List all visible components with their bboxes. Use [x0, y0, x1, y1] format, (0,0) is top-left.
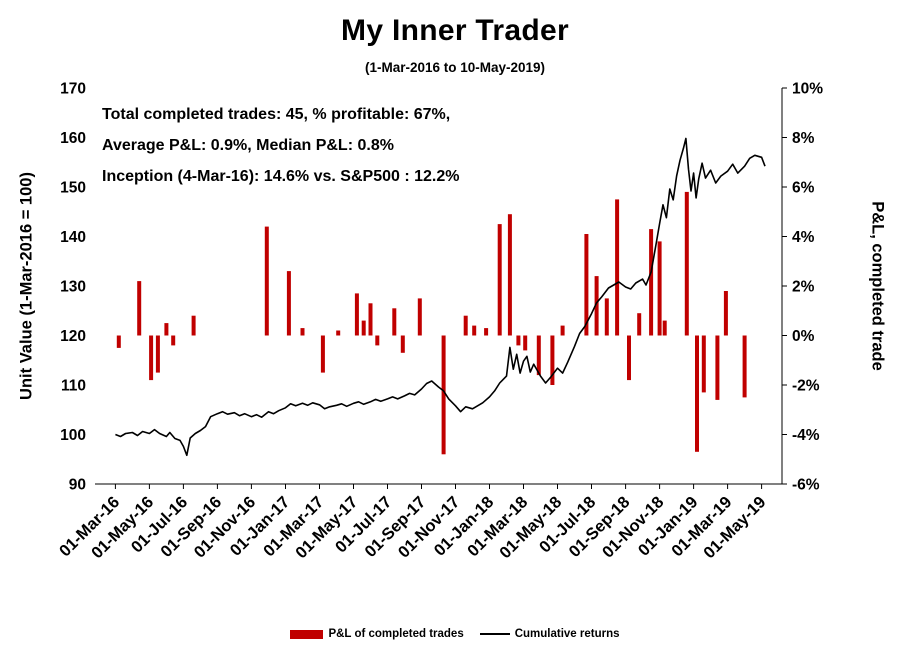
pnl-bar: [149, 335, 154, 381]
pnl-bar-swatch-icon: [290, 629, 324, 639]
right-tick-label: 8%: [792, 130, 815, 147]
pnl-bar: [137, 281, 142, 336]
pnl-bar: [497, 224, 502, 336]
legend-item-pnl: P&L of completed trades: [290, 628, 464, 640]
pnl-bar: [171, 335, 176, 346]
right-tick-label: 4%: [792, 229, 815, 246]
pnl-bar: [463, 315, 468, 336]
pnl-bar: [320, 335, 325, 373]
pnl-bar: [584, 234, 589, 336]
left-tick-label: 150: [60, 180, 86, 197]
pnl-bar: [300, 328, 305, 336]
left-tick-label: 90: [69, 477, 86, 494]
left-tick-label: 100: [60, 427, 86, 444]
pnl-bar: [742, 335, 747, 398]
pnl-bar: [701, 335, 706, 393]
left-tick-label: 120: [60, 328, 86, 345]
pnl-bar: [191, 315, 196, 336]
pnl-bar: [627, 335, 631, 381]
left-tick-label: 170: [60, 81, 86, 98]
pnl-bar: [662, 320, 667, 336]
pnl-bar: [472, 325, 477, 336]
pnl-bar: [594, 276, 599, 336]
pnl-bar: [536, 335, 541, 376]
pnl-bar: [649, 229, 654, 336]
pnl-bar: [657, 241, 662, 336]
pnl-bar: [368, 303, 373, 336]
pnl-bar: [361, 320, 366, 336]
pnl-bar: [715, 335, 720, 400]
pnl-bar: [441, 335, 446, 455]
cumulative-line-swatch-icon: [479, 633, 510, 635]
pnl-bar: [560, 325, 565, 336]
pnl-bar: [516, 335, 521, 346]
right-tick-label: -6%: [792, 477, 820, 494]
pnl-bar: [155, 335, 160, 373]
pnl-bar: [615, 199, 620, 336]
legend-label-cumulative: Cumulative returns: [514, 628, 620, 640]
pnl-bar: [637, 313, 642, 336]
pnl-bar: [417, 298, 422, 336]
pnl-bar: [336, 330, 341, 336]
stats-line-2: Average P&L: 0.9%, Median P&L: 0.8%: [102, 137, 394, 154]
left-tick-label: 130: [60, 279, 86, 296]
cumulative-returns-line: [115, 137, 766, 457]
left-tick-label: 160: [60, 130, 86, 147]
pnl-bar: [604, 298, 609, 336]
stats-line-3: Inception (4-Mar-16): 14.6% vs. S&P500 :…: [102, 168, 460, 185]
pnl-bar: [354, 293, 359, 336]
pnl-bar: [684, 191, 689, 336]
pnl-bar: [164, 323, 169, 336]
legend: P&L of completed trades Cumulative retur…: [0, 628, 910, 640]
right-tick-label: 6%: [792, 180, 815, 197]
right-tick-label: 0%: [792, 328, 815, 345]
right-tick-label: -2%: [792, 378, 820, 395]
stats-annotation: Total completed trades: 45, % profitable…: [102, 99, 459, 192]
pnl-bar: [507, 214, 512, 336]
legend-label-pnl: P&L of completed trades: [328, 628, 464, 640]
pnl-bar: [116, 335, 121, 348]
chart-title: My Inner Trader: [341, 14, 569, 47]
chart-subtitle: (1-Mar-2016 to 10-May-2019): [364, 60, 546, 75]
pnl-bar: [375, 335, 380, 346]
pnl-bar: [695, 335, 699, 452]
pnl-bar: [723, 291, 728, 336]
pnl-bar: [392, 308, 397, 336]
stats-line-1: Total completed trades: 45, % profitable…: [102, 106, 451, 123]
legend-item-cumulative: Cumulative returns: [479, 628, 620, 640]
pnl-bar: [400, 335, 405, 353]
right-tick-label: -4%: [792, 427, 820, 444]
pnl-bar: [550, 335, 555, 385]
pnl-bar: [484, 328, 489, 336]
left-tick-label: 110: [61, 378, 86, 395]
pnl-bar: [264, 226, 269, 336]
pnl-bar: [286, 271, 291, 336]
right-tick-label: 2%: [792, 279, 815, 296]
pnl-bar: [523, 335, 528, 351]
right-tick-label: 10%: [792, 81, 823, 98]
left-tick-label: 140: [60, 229, 86, 246]
